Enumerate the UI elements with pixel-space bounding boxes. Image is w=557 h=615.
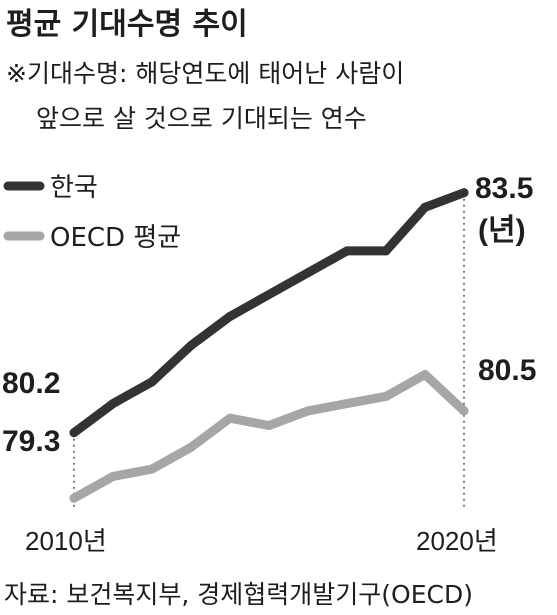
point-oecd-2019 [420, 370, 430, 379]
source-note: 자료: 보건복지부, 경제협력개발기구(OECD) [4, 580, 473, 609]
subtitle-line-2: 앞으로 살 것으로 기대되는 연수 [36, 104, 367, 133]
unit-label: (년) [478, 214, 526, 247]
legend-label-oecd: OECD 평균 [50, 223, 181, 253]
point-oecd-2018 [381, 391, 391, 401]
point-korea-2020 [459, 188, 469, 198]
point-oecd-2020 [459, 406, 469, 416]
point-oecd-2014 [225, 413, 235, 423]
point-oecd-2011 [108, 471, 118, 481]
x-tick-2020: 2020년 [416, 526, 498, 556]
point-oecd-2013 [186, 442, 196, 452]
point-korea-2014 [225, 311, 235, 321]
oecd-start-value: 79.3 [2, 425, 60, 458]
legend-label-korea: 한국 [50, 173, 98, 203]
point-korea-2019 [420, 202, 430, 212]
point-oecd-2017 [342, 399, 352, 409]
point-korea-2017 [342, 246, 352, 256]
point-oecd-2010 [69, 493, 79, 503]
x-tick-2010: 2010년 [25, 526, 107, 556]
subtitle-line-1: ※기대수명: 해당연도에 태어난 사람이 [6, 59, 404, 88]
point-korea-2010 [69, 428, 79, 438]
point-oecd-2016 [303, 406, 313, 416]
point-oecd-2012 [147, 464, 157, 474]
korea-end-value: 83.5 [475, 172, 533, 205]
point-oecd-2015 [264, 421, 274, 430]
chart-title: 평균 기대수명 추이 [6, 7, 248, 42]
legend: 한국 OECD 평균 [3, 173, 181, 253]
point-korea-2016 [303, 268, 313, 278]
korea-start-value: 80.2 [2, 367, 60, 400]
point-korea-2012 [147, 377, 157, 387]
data-points [69, 188, 469, 503]
point-korea-2015 [264, 290, 274, 299]
point-korea-2011 [108, 399, 118, 409]
point-korea-2018 [381, 246, 391, 256]
oecd-end-value: 80.5 [478, 354, 536, 387]
point-korea-2013 [186, 341, 196, 350]
